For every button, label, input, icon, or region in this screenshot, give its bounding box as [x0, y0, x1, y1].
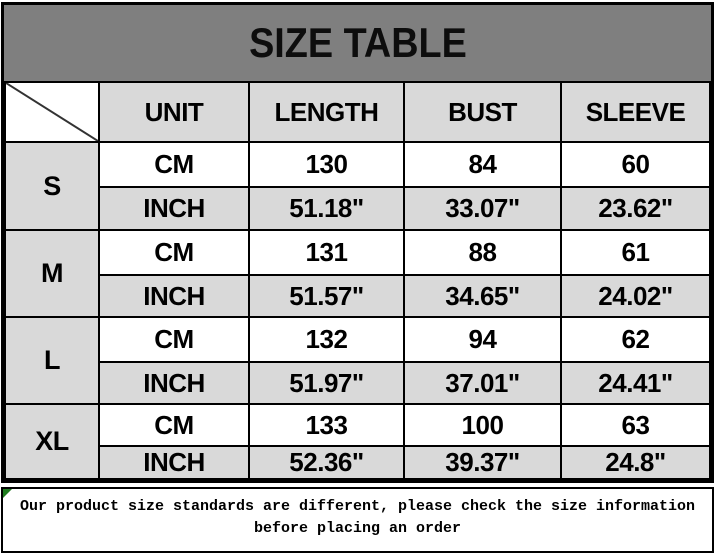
cell-s-cm-sleeve: 60 — [560, 141, 711, 188]
cell-xl-cm-sleeve: 63 — [560, 403, 711, 447]
size-table-title: SIZE TABLE — [248, 19, 467, 66]
cell-m-inch-length: 51.57" — [248, 274, 405, 318]
cell-xl-cm-bust: 100 — [403, 403, 562, 447]
unit-label-xl-cm: CM — [98, 403, 250, 447]
cell-xl-inch-bust: 39.37" — [403, 445, 562, 480]
cell-xl-inch-length: 52.36" — [248, 445, 405, 480]
cell-m-cm-sleeve: 61 — [560, 229, 711, 276]
size-label-m: M — [4, 229, 100, 318]
unit-label-l-inch: INCH — [98, 361, 250, 405]
cell-s-cm-bust: 84 — [403, 141, 562, 188]
size-label-xl: XL — [4, 403, 100, 480]
size-label-s: S — [4, 141, 100, 231]
size-table: SIZE TABLE UNIT LENGTH BUST SLEEVE S CM … — [1, 2, 714, 483]
unit-label-m-inch: INCH — [98, 274, 250, 318]
diagonal-line — [6, 83, 98, 141]
column-header-sleeve: SLEEVE — [560, 81, 711, 143]
cell-s-inch-length: 51.18" — [248, 186, 405, 231]
cell-xl-inch-sleeve: 24.8" — [560, 445, 711, 480]
cell-s-inch-sleeve: 23.62" — [560, 186, 711, 231]
cell-l-inch-bust: 37.01" — [403, 361, 562, 405]
cell-s-cm-length: 130 — [248, 141, 405, 188]
size-table-title-bar: SIZE TABLE — [4, 5, 711, 81]
unit-label-m-cm: CM — [98, 229, 250, 276]
diagonal-corner-cell — [4, 81, 100, 143]
cell-l-inch-sleeve: 24.41" — [560, 361, 711, 405]
corner-marker-icon — [3, 489, 12, 498]
cell-xl-cm-length: 133 — [248, 403, 405, 447]
unit-label-l-cm: CM — [98, 316, 250, 363]
size-note-line-1: Our product size standards are different… — [19, 498, 696, 515]
column-header-unit: UNIT — [98, 81, 250, 143]
unit-label-s-cm: CM — [98, 141, 250, 188]
column-header-bust: BUST — [403, 81, 562, 143]
cell-m-inch-sleeve: 24.02" — [560, 274, 711, 318]
cell-l-cm-bust: 94 — [403, 316, 562, 363]
size-note-line-2: before placing an order — [253, 520, 462, 537]
unit-label-s-inch: INCH — [98, 186, 250, 231]
size-table-grid: UNIT LENGTH BUST SLEEVE S CM 130 84 60 I… — [4, 81, 711, 480]
column-header-length: LENGTH — [248, 81, 405, 143]
unit-label-xl-inch: INCH — [98, 445, 250, 480]
cell-l-cm-length: 132 — [248, 316, 405, 363]
cell-l-inch-length: 51.97" — [248, 361, 405, 405]
size-note-box: Our product size standards are different… — [1, 487, 714, 553]
cell-l-cm-sleeve: 62 — [560, 316, 711, 363]
cell-s-inch-bust: 33.07" — [403, 186, 562, 231]
cell-m-cm-length: 131 — [248, 229, 405, 276]
cell-m-inch-bust: 34.65" — [403, 274, 562, 318]
size-label-l: L — [4, 316, 100, 405]
cell-m-cm-bust: 88 — [403, 229, 562, 276]
